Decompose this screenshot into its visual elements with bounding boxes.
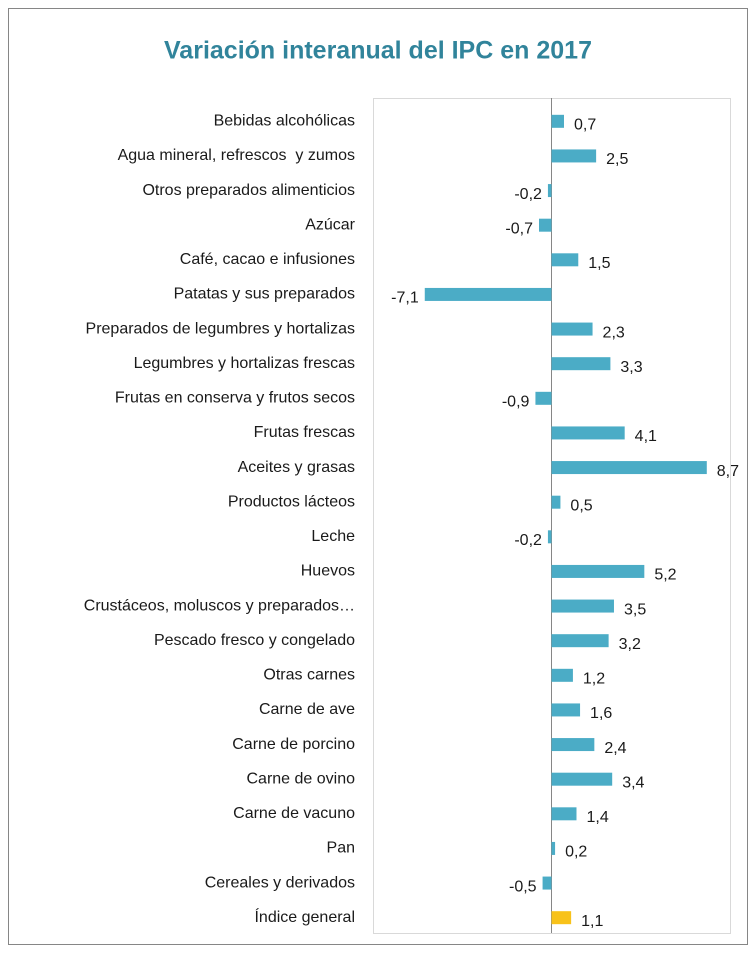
category-label: Azúcar [305,216,355,233]
data-label: 0,7 [574,117,596,134]
bar [551,634,609,648]
category-label: Legumbres y hortalizas frescas [134,355,355,372]
category-label: Carne de vacuno [233,805,355,822]
category-label: Patatas y sus preparados [174,286,355,303]
data-label: 3,3 [620,359,642,376]
data-label: 1,6 [590,705,612,722]
category-label: Pan [327,840,355,857]
data-label: -0,9 [502,394,530,411]
bar [551,114,564,128]
bar [551,841,556,855]
category-label: Carne de porcino [232,736,355,753]
data-label: -7,1 [391,290,419,307]
category-label: Huevos [301,563,355,580]
bar [551,253,579,267]
category-label: Leche [311,528,355,545]
data-label: -0,2 [514,186,542,203]
data-label: 2,3 [603,324,625,341]
data-label: 2,4 [604,740,626,757]
bar [424,287,552,301]
category-label: Cereales y derivados [205,874,355,891]
data-label: -0,7 [505,220,533,237]
category-label: Otras carnes [263,667,355,684]
bar [551,357,611,371]
category-label: Crustáceos, moluscos y preparados… [84,597,355,614]
data-label: -0,5 [509,878,537,895]
category-label: Aceites y grasas [238,459,355,476]
bar [551,807,577,821]
bar [551,461,707,475]
bar [551,772,613,786]
data-label: 1,2 [583,671,605,688]
category-label: Otros preparados alimenticios [142,182,355,199]
bar [551,495,561,509]
data-label: 0,2 [565,844,587,861]
bar [542,876,552,890]
bar [551,599,614,613]
category-label: Frutas frescas [254,424,355,441]
bar [551,668,573,682]
bar [547,530,552,544]
category-label: Carne de ave [259,701,355,718]
category-label: Productos lácteos [228,493,355,510]
category-label: Pescado fresco y congelado [154,632,355,649]
data-label: 1,1 [581,913,603,930]
category-label: Carne de ovino [246,770,355,787]
bar [551,564,645,578]
bar [547,184,552,198]
bar [535,391,552,405]
category-label: Bebidas alcohólicas [214,113,355,130]
data-label: 3,5 [624,601,646,618]
data-label: 1,4 [586,809,608,826]
bar [539,218,552,232]
bar [551,911,572,925]
chart-title: Variación interanual del IPC en 2017 [164,37,592,65]
data-label: 3,4 [622,774,644,791]
data-label: 8,7 [717,463,739,480]
category-label: Preparados de legumbres y hortalizas [86,320,355,337]
data-label: -0,2 [514,532,542,549]
category-label: Frutas en conserva y frutos secos [115,390,355,407]
category-label: Agua mineral, refrescos y zumos [118,147,355,164]
chart-frame [8,8,748,945]
bar [551,738,595,752]
data-label: 5,2 [654,567,676,584]
data-label: 4,1 [635,428,657,445]
data-label: 3,2 [619,636,641,653]
data-label: 0,5 [570,497,592,514]
category-label: Café, cacao e infusiones [180,251,355,268]
data-label: 1,5 [588,255,610,272]
category-label: Índice general [254,907,355,926]
data-label: 2,5 [606,151,628,168]
bar [551,703,581,717]
bar [551,322,593,336]
bar [551,149,597,163]
bar [551,426,625,440]
